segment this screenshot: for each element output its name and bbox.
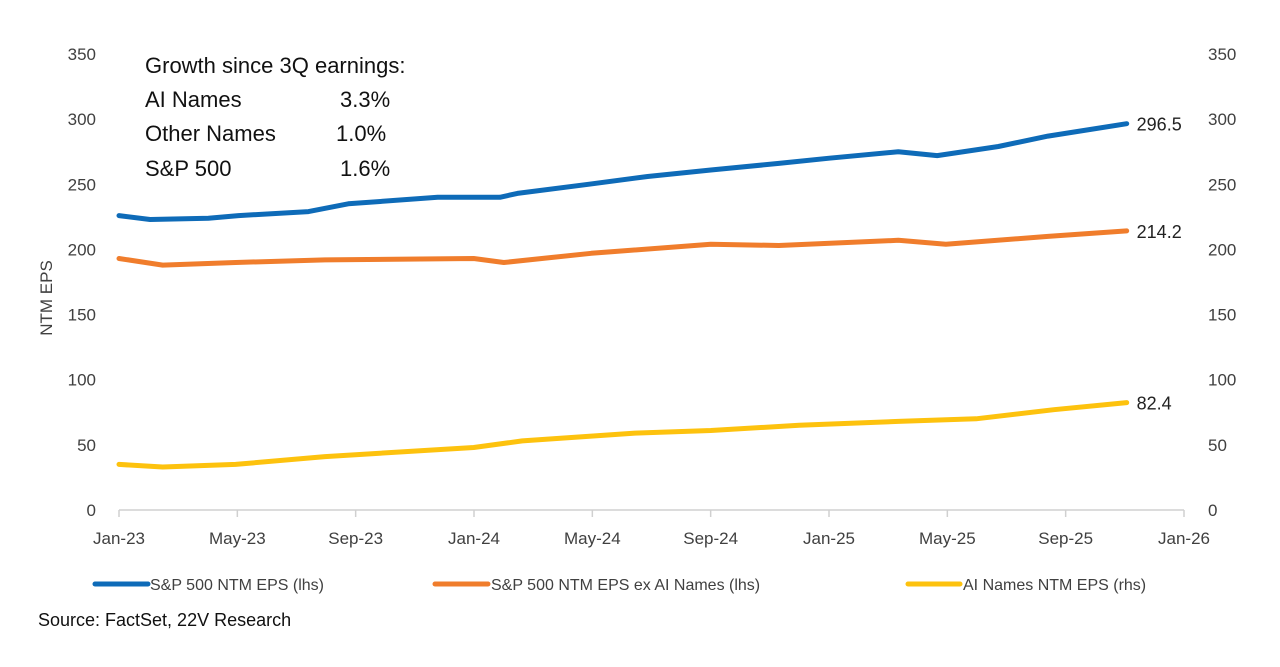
y2-tick-label: 300 <box>1208 110 1236 129</box>
legend-label: S&P 500 NTM EPS ex AI Names (lhs) <box>491 577 760 594</box>
end-value-label: 82.4 <box>1137 394 1172 414</box>
x-tick-label: May-23 <box>209 529 266 548</box>
x-axis: Jan-23 May-23 Sep-23 Jan-24 May-24 Sep-24 Jan-… <box>93 510 1210 548</box>
legend-label: S&P 500 NTM EPS (lhs) <box>150 577 324 594</box>
y2-tick-label: 250 <box>1208 175 1236 194</box>
series-line-1 <box>119 231 1127 265</box>
x-tick-label: Sep-25 <box>1038 529 1093 548</box>
y-tick-label: 300 <box>68 110 96 129</box>
end-labels: 296.5 214.2 82.4 <box>1137 115 1182 414</box>
legend: S&P 500 NTM EPS (lhs) S&P 500 NTM EPS ex… <box>95 577 1146 594</box>
y-tick-label: 150 <box>68 306 96 325</box>
growth-annotation: Growth since 3Q earnings: AI Names 3.3% … <box>145 53 405 181</box>
legend-label: AI Names NTM EPS (rhs) <box>963 577 1146 594</box>
end-value-label: 296.5 <box>1137 115 1182 135</box>
y-tick-label: 0 <box>87 501 96 520</box>
annotation-label: AI Names <box>145 87 242 112</box>
left-y-axis: 0 50 100 150 200 250 300 350 <box>68 45 96 520</box>
annotation-value: 3.3% <box>340 87 390 112</box>
x-tick-label: Sep-23 <box>328 529 383 548</box>
end-value-label: 214.2 <box>1137 222 1182 242</box>
annotation-value: 1.0% <box>336 121 386 146</box>
x-tick-label: Jan-26 <box>1158 529 1210 548</box>
y2-tick-label: 50 <box>1208 436 1227 455</box>
y2-tick-label: 200 <box>1208 240 1236 259</box>
y-tick-label: 100 <box>68 371 96 390</box>
y2-tick-label: 100 <box>1208 371 1236 390</box>
annotation-heading: Growth since 3Q earnings: <box>145 53 405 78</box>
annotation-label: Other Names <box>145 121 276 146</box>
y-axis-label: NTM EPS <box>37 260 56 336</box>
x-tick-label: Jan-24 <box>448 529 500 548</box>
x-tick-label: Sep-24 <box>683 529 738 548</box>
y2-tick-label: 150 <box>1208 306 1236 325</box>
series-line-2 <box>119 403 1127 467</box>
y-tick-label: 200 <box>68 240 96 259</box>
annotation-value: 1.6% <box>340 156 390 181</box>
y2-tick-label: 350 <box>1208 45 1236 64</box>
right-y-axis: 0 50 100 150 200 250 300 350 <box>1208 45 1236 520</box>
series-lines <box>119 124 1127 468</box>
x-tick-label: May-25 <box>919 529 976 548</box>
y-tick-label: 250 <box>68 175 96 194</box>
x-tick-label: Jan-23 <box>93 529 145 548</box>
source-note: Source: FactSet, 22V Research <box>38 610 291 630</box>
y-tick-label: 350 <box>68 45 96 64</box>
y2-tick-label: 0 <box>1208 501 1217 520</box>
x-tick-label: Jan-25 <box>803 529 855 548</box>
annotation-label: S&P 500 <box>145 156 231 181</box>
y-tick-label: 50 <box>77 436 96 455</box>
x-tick-label: May-24 <box>564 529 621 548</box>
